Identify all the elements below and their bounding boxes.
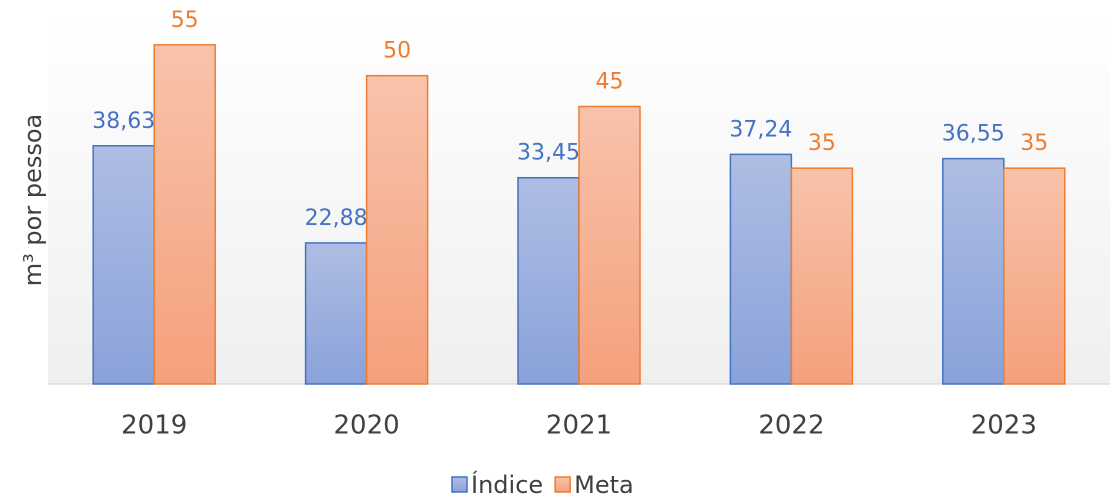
bar [365,74,429,385]
bar [729,153,793,385]
bar [304,242,368,385]
x-tick-label: 2022 [758,411,824,441]
data-label: 37,24 [729,117,792,142]
data-label: 36,55 [942,122,1005,147]
legend-label: Meta [574,471,634,499]
bar [92,145,155,385]
data-label: 33,45 [517,141,580,166]
bar [578,105,641,385]
data-label: 55 [171,8,199,33]
x-tick-label: 2019 [121,411,187,441]
bar [517,176,580,385]
bar [790,167,854,385]
x-tick-label: 2021 [546,411,612,441]
data-label: 45 [596,70,624,95]
data-label: 35 [1020,131,1048,156]
legend-swatch [554,476,571,493]
bar [942,157,1005,385]
legend-swatch [451,476,468,493]
data-label: 22,88 [305,206,368,231]
bar [1003,167,1066,385]
x-tick-label: 2023 [971,411,1037,441]
data-label: 38,63 [92,109,155,134]
bar [153,44,216,385]
legend-label: Índice [471,470,543,499]
y-axis-label: m³ por pessoa [19,114,47,286]
data-label: 35 [808,131,836,156]
x-tick-label: 2020 [334,411,400,441]
data-label: 50 [383,39,411,64]
